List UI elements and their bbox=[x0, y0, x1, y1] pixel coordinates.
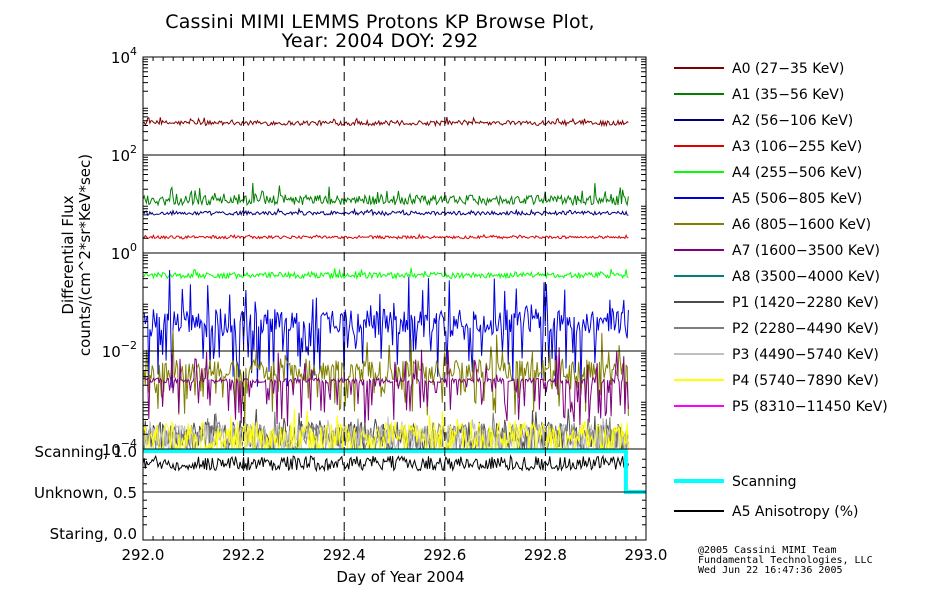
series-a3-line bbox=[142, 233, 629, 240]
series-a2-line bbox=[142, 207, 629, 217]
mode-frame bbox=[142, 448, 647, 541]
x-tick-label: 292.4 bbox=[323, 546, 366, 564]
series-a5-anisotropy-line bbox=[142, 454, 629, 473]
series-a6-line bbox=[142, 330, 629, 425]
chart-title-line1: Cassini MIMI LEMMS Protons KP Browse Plo… bbox=[165, 11, 595, 33]
y-tick-label: 102 bbox=[111, 143, 137, 165]
series-a7-line bbox=[142, 347, 629, 429]
legend-entry: A4 (255−506 KeV) bbox=[732, 165, 862, 181]
mode-tick-label: Staring, 0.0 bbox=[50, 525, 137, 543]
credits-line2: Fundamental Technologies, LLC bbox=[698, 555, 873, 566]
credits-line1: @2005 Cassini MIMI Team bbox=[698, 545, 837, 556]
x-tick-label: 292.0 bbox=[122, 546, 165, 564]
mode-tick-label: Unknown, 0.5 bbox=[34, 484, 137, 502]
series-a1-line bbox=[142, 182, 629, 207]
mode-tick-label: Scanning, 1.0 bbox=[34, 443, 137, 461]
mode-panel bbox=[142, 449, 646, 494]
legend-entry: A6 (805−1600 KeV) bbox=[732, 217, 871, 233]
y-tick-label: 100 bbox=[111, 241, 137, 263]
y-axis-label-line2: counts/(cm^2*sr*KeV*sec) bbox=[76, 154, 94, 356]
x-tick-label: 292.2 bbox=[222, 546, 265, 564]
y-axis-label-line1: Differential Flux bbox=[59, 195, 77, 314]
series-p4-line bbox=[142, 408, 629, 451]
credits-line3: Wed Jun 22 16:47:36 2005 bbox=[698, 565, 843, 576]
axes: 292.0 292.2 292.4 292.6 292.8 293.0 104 102 100 1… bbox=[34, 45, 668, 586]
y-tick-label: 10−4 bbox=[102, 437, 137, 459]
x-axis-label: Day of Year 2004 bbox=[336, 568, 464, 586]
x-tick-label: 292.8 bbox=[524, 546, 567, 564]
chart-title-line2: Year: 2004 DOY: 292 bbox=[281, 30, 479, 52]
legend-entry: P3 (4490−5740 KeV) bbox=[732, 347, 879, 363]
x-tick-label: 293.0 bbox=[625, 546, 668, 564]
y-tick-label: 104 bbox=[111, 45, 137, 67]
legend-entry: A2 (56−106 KeV) bbox=[732, 113, 853, 129]
legend-entry: A5 (506−805 KeV) bbox=[732, 191, 862, 207]
legend-entry: A1 (35−56 KeV) bbox=[732, 87, 844, 103]
legend-entry: A7 (1600−3500 KeV) bbox=[732, 243, 880, 259]
legend-entry: P4 (5740−7890 KeV) bbox=[732, 373, 879, 389]
series-scanning-line bbox=[143, 449, 646, 494]
flux-panel bbox=[142, 116, 629, 451]
credits: @2005 Cassini MIMI Team Fundamental Tech… bbox=[698, 546, 873, 576]
y-tick-label: 10−2 bbox=[102, 339, 137, 361]
legend-entry: A8 (3500−4000 KeV) bbox=[732, 269, 880, 285]
legend-entry: P2 (2280−4490 KeV) bbox=[732, 321, 879, 337]
legend-entry: A0 (27−35 KeV) bbox=[732, 61, 844, 77]
legend-entry: P1 (1420−2280 KeV) bbox=[732, 295, 879, 311]
series-a4-line bbox=[142, 267, 629, 281]
legend: A0 (27−35 KeV) A1 (35−56 KeV) A2 (56−106 K… bbox=[674, 61, 888, 520]
legend-entry: P5 (8310−11450 KeV) bbox=[732, 399, 888, 415]
legend-entry-anisotropy: A5 Anisotropy (%) bbox=[732, 504, 859, 520]
series-a5-line bbox=[142, 269, 629, 388]
x-tick-label: 292.6 bbox=[423, 546, 466, 564]
series-a0-line bbox=[142, 116, 629, 128]
legend-entry: A3 (106−255 KeV) bbox=[732, 139, 862, 155]
legend-entry-scanning: Scanning bbox=[732, 474, 797, 490]
